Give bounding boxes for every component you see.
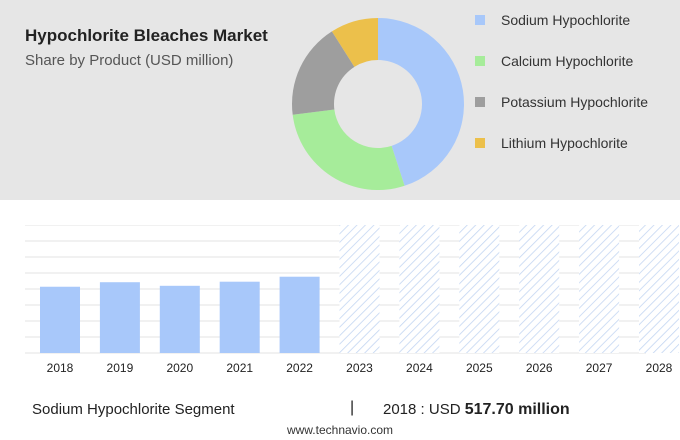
slice-calcium-hypochlorite [292, 109, 405, 190]
forecast-bar-2024 [399, 225, 440, 353]
forecast-bar-2023 [339, 225, 380, 353]
tick-label-2019: 2019 [107, 361, 134, 375]
tick-label-2028: 2028 [646, 361, 673, 375]
bar-2020 [159, 285, 200, 353]
segment-value: 2018 : USD 517.70 million [383, 401, 570, 419]
tick-label-2022: 2022 [286, 361, 313, 375]
tick-label-2023: 2023 [346, 361, 373, 375]
legend-label-sodium-hypochlorite: Sodium Hypochlorite [501, 12, 631, 28]
bar-2021 [219, 281, 260, 353]
slice-potassium-hypochlorite [292, 31, 355, 115]
legend-label-lithium-hypochlorite: Lithium Hypochlorite [501, 135, 628, 151]
legend-label-potassium-hypochlorite: Potassium Hypochlorite [501, 94, 649, 110]
slice-sodium-hypochlorite [378, 18, 464, 186]
segment-year-label: 2018 : USD [383, 401, 461, 418]
tick-label-2026: 2026 [526, 361, 553, 375]
chart-subtitle: Share by Product (USD million) [25, 52, 234, 69]
segment-label: Sodium Hypochlorite Segment [32, 401, 235, 418]
bar-2022 [279, 276, 320, 353]
legend-swatch-sodium-hypochlorite [475, 15, 485, 25]
tick-label-2021: 2021 [226, 361, 253, 375]
bar-2018 [40, 286, 80, 353]
tick-label-2024: 2024 [406, 361, 433, 375]
legend-label-calcium-hypochlorite: Calcium Hypochlorite [501, 53, 634, 69]
source-text: www.technavio.com [286, 423, 394, 437]
bar-2019 [99, 282, 140, 353]
forecast-bar-2025 [459, 225, 500, 353]
forecast-bar-2026 [519, 225, 560, 353]
legend-swatch-potassium-hypochlorite [475, 97, 485, 107]
legend-swatch-lithium-hypochlorite [475, 138, 485, 148]
bar-chart: 2018 2019 2020 2021 2022 2023 2024 2025 2026 2027… [25, 225, 679, 375]
forecast-bar-2028 [639, 225, 679, 353]
tick-label-2025: 2025 [466, 361, 493, 375]
tick-label-2020: 2020 [166, 361, 193, 375]
tick-label-2027: 2027 [586, 361, 613, 375]
donut-chart [292, 18, 464, 190]
slice-lithium-hypochlorite [331, 18, 378, 67]
chart-title: Hypochlorite Bleaches Market [25, 26, 268, 45]
tick-label-2018: 2018 [47, 361, 74, 375]
forecast-bar-2027 [579, 225, 620, 353]
segment-value-amount: 517.70 million [464, 401, 570, 418]
legend-swatch-calcium-hypochlorite [475, 56, 485, 66]
footer-separator: | [350, 399, 355, 416]
